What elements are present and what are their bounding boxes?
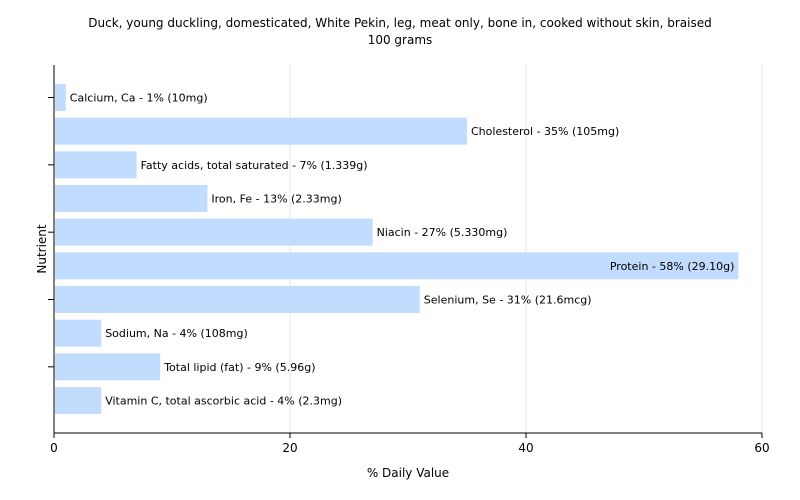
bar-label: Total lipid (fat) - 9% (5.96g)	[163, 361, 315, 374]
bars-group	[55, 84, 739, 414]
bar	[55, 252, 739, 280]
bar-label: Iron, Fe - 13% (2.33mg)	[211, 193, 341, 206]
bar	[55, 218, 373, 246]
x-tick-label: 20	[282, 441, 297, 455]
bar	[55, 387, 102, 414]
bar-label: Selenium, Se - 31% (21.6mcg)	[424, 294, 592, 307]
bar-label: Sodium, Na - 4% (108mg)	[105, 327, 248, 340]
x-tick-label: 40	[518, 441, 533, 455]
x-tick-label: 0	[50, 441, 58, 455]
chart-subtitle: 100 grams	[368, 33, 433, 47]
x-axis-ticks: 0 20 40 60	[50, 433, 770, 455]
bar-label: Protein - 58% (29.10g)	[610, 260, 735, 273]
bar-label: Calcium, Ca - 1% (10mg)	[70, 92, 208, 105]
y-axis-ticks	[48, 97, 54, 368]
x-tick-label: 60	[754, 441, 769, 455]
bar	[55, 84, 66, 111]
bar-labels-group: Calcium, Ca - 1% (10mg) Cholesterol - 35%…	[70, 92, 735, 408]
bar	[55, 185, 208, 212]
chart-title: Duck, young duckling, domesticated, Whit…	[88, 16, 711, 30]
bar-label: Fatty acids, total saturated - 7% (1.339…	[141, 159, 368, 172]
bar-label: Cholesterol - 35% (105mg)	[471, 125, 619, 138]
bar	[55, 353, 161, 381]
x-axis-label: % Daily Value	[367, 466, 449, 480]
bar-label: Vitamin C, total ascorbic acid - 4% (2.3…	[105, 395, 342, 408]
bar	[55, 319, 102, 347]
bar	[55, 151, 137, 179]
y-axis-label: Nutrient	[35, 224, 49, 274]
bar	[55, 117, 467, 145]
bar	[55, 286, 420, 313]
bar-label: Niacin - 27% (5.330mg)	[377, 226, 508, 239]
